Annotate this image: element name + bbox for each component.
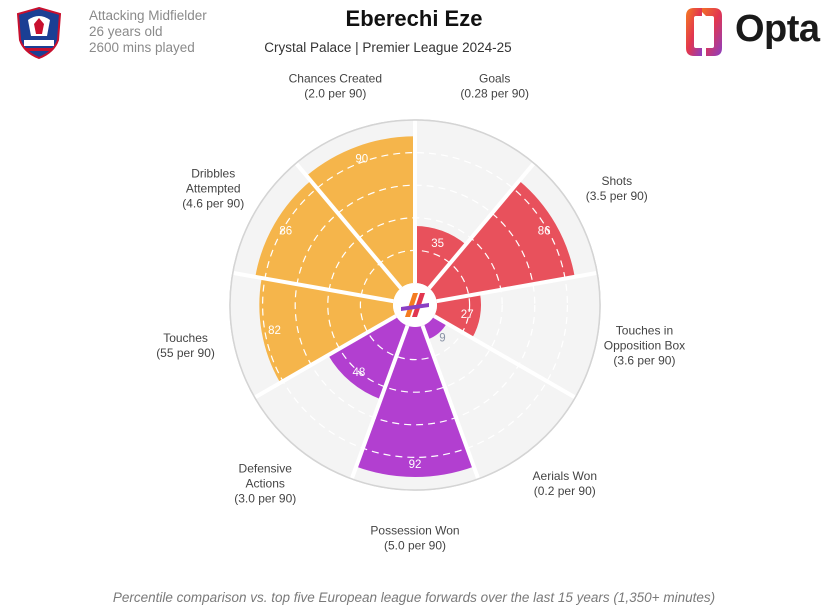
crystal-palace-crest (16, 6, 62, 60)
chart-value-label: 92 (409, 459, 422, 471)
player-minutes: 2600 mins played (89, 40, 195, 55)
chart-grid-ring (262, 152, 568, 458)
footnote: Percentile comparison vs. top five Europ… (112, 590, 716, 605)
chart-value-label: 86 (279, 225, 292, 237)
center-logo-icon (401, 303, 429, 311)
chart-value-label: 27 (461, 309, 474, 321)
chart-value-label: 86 (538, 225, 551, 237)
chart-spoke (294, 161, 403, 290)
chart-bars (255, 136, 575, 477)
chart-category-label: Chances Created (2.0 per 90) (289, 72, 382, 101)
chart-value-label: 35 (431, 238, 444, 250)
chart-spoke (420, 324, 481, 480)
chart-background-wedge (422, 316, 576, 479)
chart-bar (255, 180, 401, 302)
chart-category-label: Dribbles Attempted (4.6 per 90) (182, 167, 244, 211)
chart-bar (356, 325, 474, 477)
player-position: Attacking Midfielder (89, 8, 207, 23)
chart-spoke (232, 270, 394, 304)
chart-category-label: Possession Won (5.0 per 90) (370, 524, 459, 553)
chart-spoke (436, 270, 598, 304)
chart-category-label: Touches in Opposition Box (3.6 per 90) (604, 323, 685, 367)
player-age: 26 years old (89, 24, 163, 39)
chart-spoke (253, 314, 397, 400)
chart-category-label: Aerials Won (0.2 per 90) (533, 469, 597, 498)
page-subtitle: Crystal Palace | Premier League 2024-25 (264, 40, 512, 55)
page-title: Eberechi Eze (345, 6, 483, 31)
chart-bar (306, 136, 415, 289)
chart-grid (229, 119, 601, 491)
chart-spoke (427, 161, 536, 290)
chart-category-label: Defensive Actions (3.0 per 90) (234, 461, 296, 505)
chart-labels: Goals (0.28 per 90) Shots (3.5 per 90) Touch… (156, 72, 685, 553)
chart-bar (259, 277, 396, 383)
chart-value-label: 82 (268, 325, 281, 337)
chart-category-label: Touches (55 per 90) (156, 331, 215, 360)
chart-outer-border (229, 119, 601, 491)
chart-value-label: 90 (355, 154, 368, 166)
opta-logo-icon (686, 8, 722, 56)
chart-bar (429, 180, 575, 302)
chart-spoke (349, 324, 410, 480)
chart-category-label: Shots (3.5 per 90) (586, 174, 648, 203)
chart-values: 35 86 27 9 92 48 82 86 90 (268, 154, 550, 471)
center-logo-icon (405, 293, 418, 317)
chart-value-label: 48 (353, 367, 366, 379)
chart-value-label: 9 (439, 333, 445, 345)
chart-spoke (433, 314, 577, 400)
player-info: Attacking Midfielder 26 years old 2600 m… (89, 8, 207, 56)
chart-category-label: Goals (0.28 per 90) (460, 72, 529, 101)
opta-brand-text: Opta (735, 8, 820, 50)
chart-bar (415, 225, 466, 289)
chart-center-logo (393, 283, 437, 327)
